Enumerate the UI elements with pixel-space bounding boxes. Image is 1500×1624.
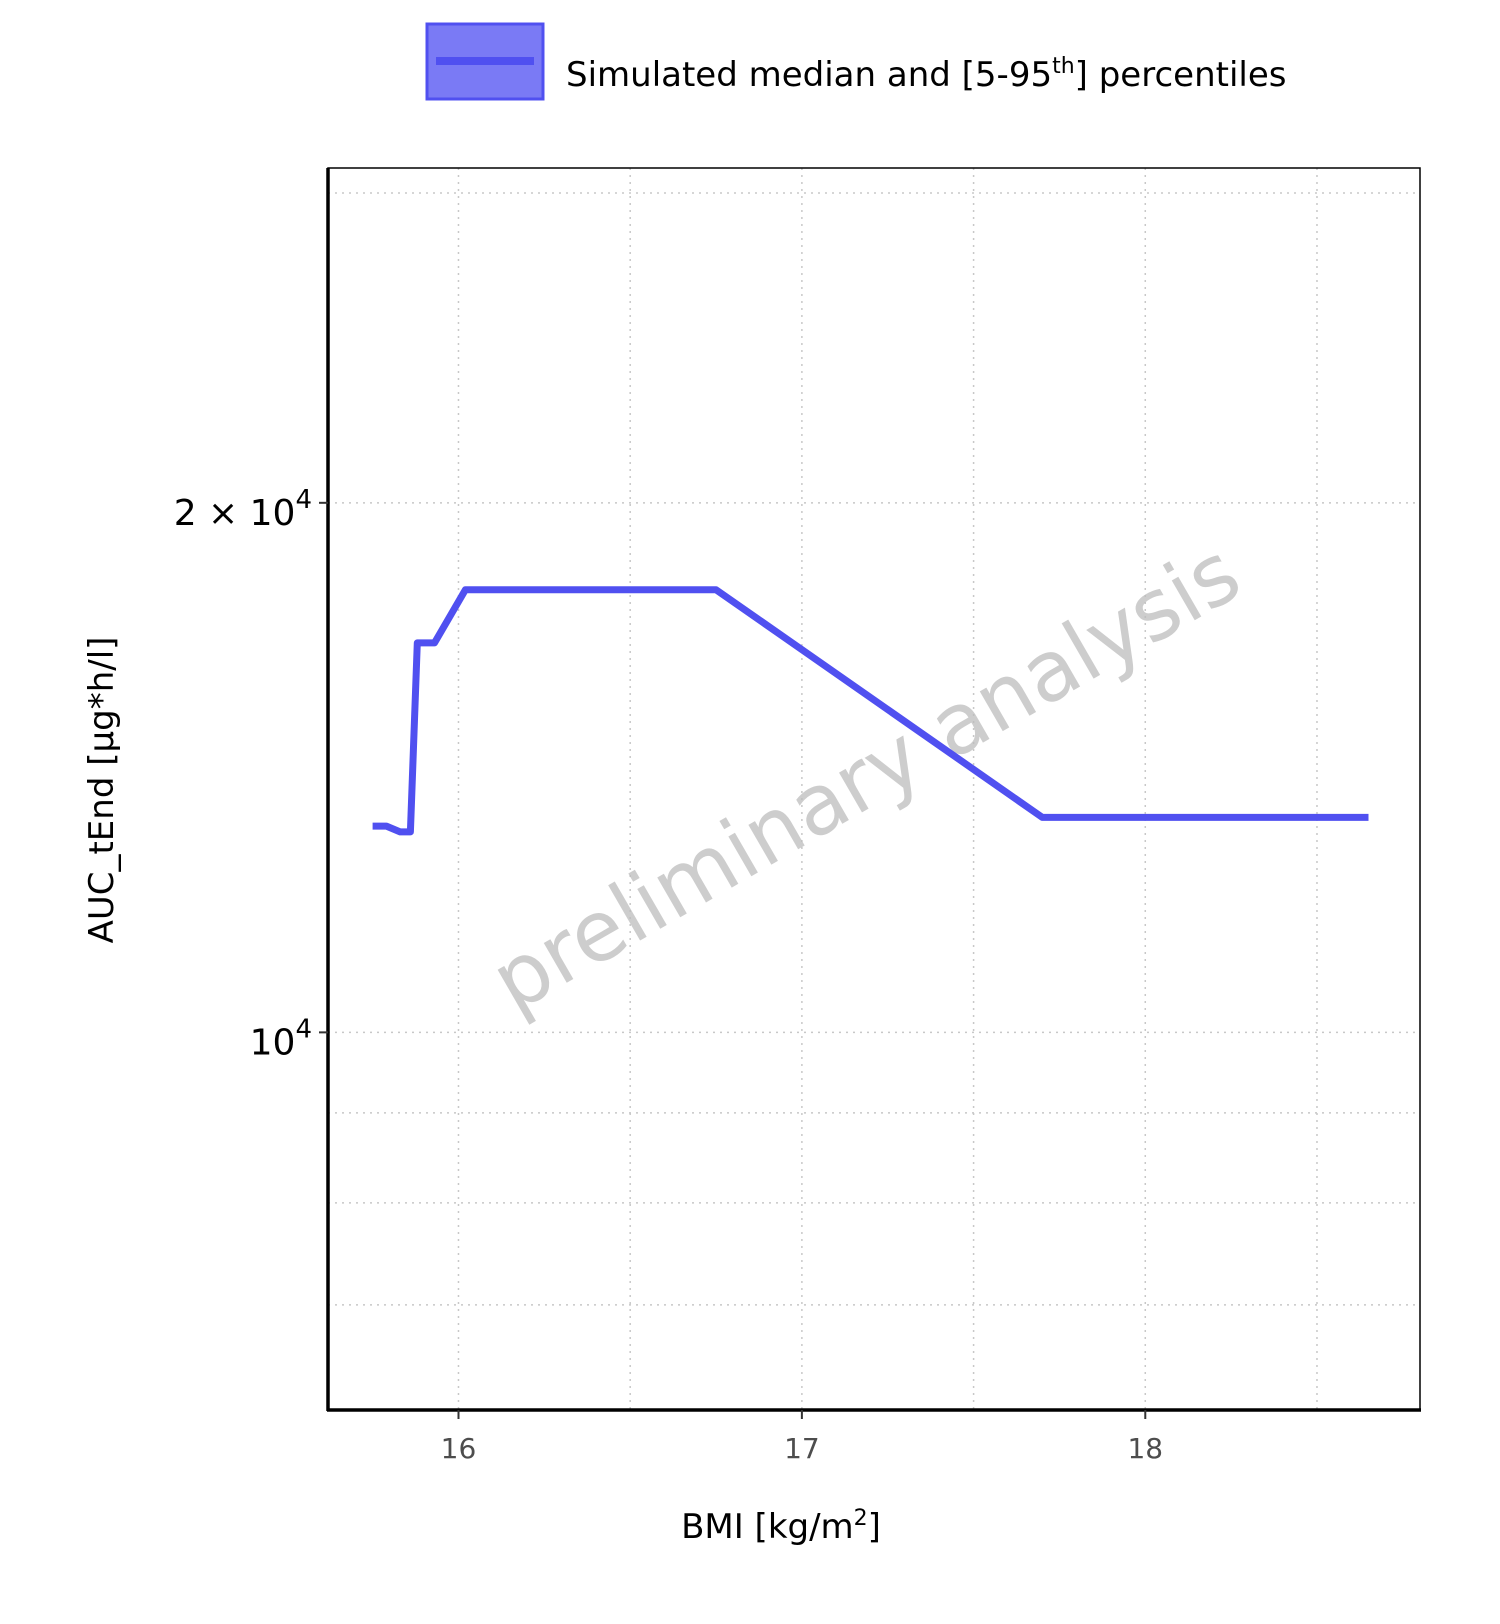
series-layer: [372, 586, 1369, 836]
grid: [328, 168, 1420, 1410]
y-axis-title: AUC_tEnd [µg*h/l]: [82, 637, 122, 944]
x-tick-label: 16: [441, 1432, 477, 1465]
watermark: preliminary analysis: [475, 523, 1256, 1031]
y-tick-label: 104: [250, 1014, 312, 1063]
series-line: [372, 586, 1369, 836]
legend: Simulated median and [5-95th] percentile…: [425, 22, 1286, 101]
axes: 16 17 18 2 × 104 104: [174, 485, 1163, 1465]
legend-label: Simulated median and [5-95th] percentile…: [566, 54, 1286, 95]
x-tick-label: 17: [784, 1432, 820, 1465]
x-axis-title: BMI [kg/m2]: [681, 1506, 881, 1547]
y-tick-label: 2 × 104: [174, 485, 312, 534]
x-tick-label: 18: [1127, 1432, 1163, 1465]
